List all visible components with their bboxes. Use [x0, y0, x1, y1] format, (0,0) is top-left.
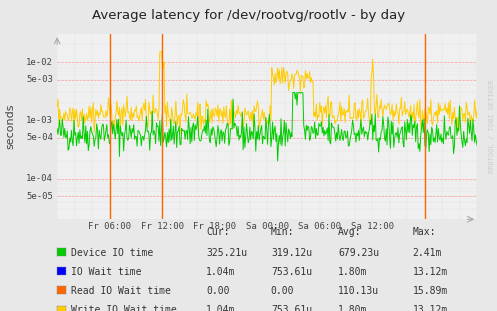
Text: 15.89m: 15.89m: [413, 286, 448, 296]
Text: 753.61u: 753.61u: [271, 267, 312, 277]
Text: 1e-02: 1e-02: [26, 58, 53, 67]
Text: 0.00: 0.00: [271, 286, 294, 296]
Text: RRDTOOL / TOBI OETIKER: RRDTOOL / TOBI OETIKER: [489, 80, 495, 174]
Text: 13.12m: 13.12m: [413, 267, 448, 277]
Text: Avg:: Avg:: [338, 227, 361, 237]
Text: 5e-03: 5e-03: [26, 75, 53, 84]
Text: seconds: seconds: [5, 104, 15, 150]
Text: 13.12m: 13.12m: [413, 305, 448, 311]
Text: IO Wait time: IO Wait time: [71, 267, 142, 277]
Text: Average latency for /dev/rootvg/rootlv - by day: Average latency for /dev/rootvg/rootlv -…: [92, 9, 405, 22]
Text: 325.21u: 325.21u: [206, 248, 248, 258]
Text: Read IO Wait time: Read IO Wait time: [71, 286, 171, 296]
Text: Min:: Min:: [271, 227, 294, 237]
Text: 319.12u: 319.12u: [271, 248, 312, 258]
Text: 1e-04: 1e-04: [26, 174, 53, 183]
Text: 5e-04: 5e-04: [26, 133, 53, 142]
Text: 753.61u: 753.61u: [271, 305, 312, 311]
Text: Cur:: Cur:: [206, 227, 230, 237]
Text: 1.80m: 1.80m: [338, 305, 367, 311]
Text: 110.13u: 110.13u: [338, 286, 379, 296]
Text: Max:: Max:: [413, 227, 436, 237]
Text: 5e-05: 5e-05: [26, 192, 53, 201]
Text: 2.41m: 2.41m: [413, 248, 442, 258]
Text: 1.04m: 1.04m: [206, 267, 236, 277]
Text: 1.80m: 1.80m: [338, 267, 367, 277]
Text: 0.00: 0.00: [206, 286, 230, 296]
Text: Write IO Wait time: Write IO Wait time: [71, 305, 177, 311]
Text: 1e-03: 1e-03: [26, 116, 53, 125]
Text: Device IO time: Device IO time: [71, 248, 153, 258]
Text: 679.23u: 679.23u: [338, 248, 379, 258]
Text: 1.04m: 1.04m: [206, 305, 236, 311]
